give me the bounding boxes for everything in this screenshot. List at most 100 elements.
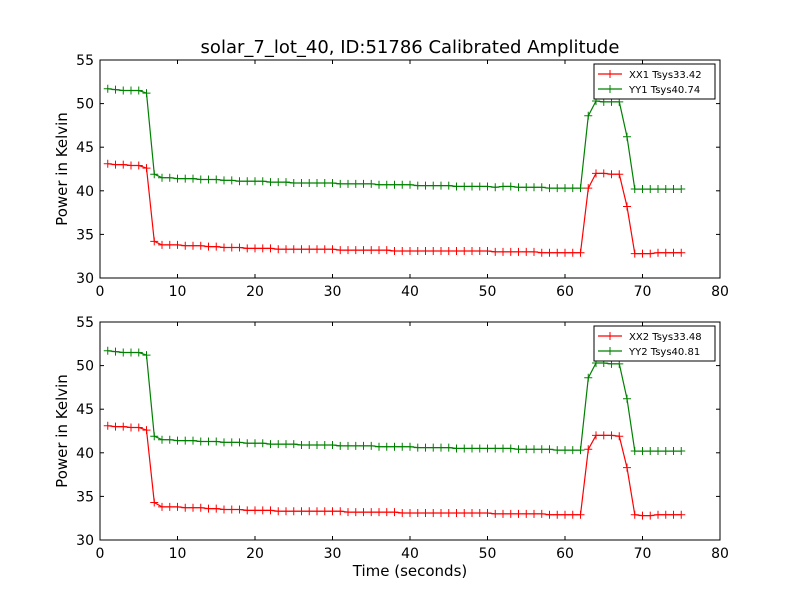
data-point [150, 432, 159, 441]
legend-entry: YY1 Tsys40.74 [628, 85, 700, 96]
data-point [158, 173, 166, 182]
data-point [677, 447, 686, 456]
data-point [289, 507, 298, 516]
data-point [677, 248, 686, 257]
data-point [359, 246, 368, 255]
y-tick-label: 35 [76, 227, 94, 243]
data-point [630, 249, 639, 258]
data-point [375, 442, 383, 451]
data-point [196, 437, 205, 446]
data-point [220, 176, 228, 185]
x-tick-label: 20 [246, 546, 264, 562]
data-point [522, 247, 531, 256]
data-point [398, 246, 407, 255]
data-point [111, 160, 120, 169]
data-point [235, 243, 244, 252]
data-point [220, 243, 228, 252]
data-point [390, 508, 399, 517]
data-point [584, 111, 593, 120]
data-point [646, 511, 655, 520]
data-point [545, 184, 554, 193]
data-point [150, 170, 159, 179]
data-point [468, 444, 476, 453]
data-point [320, 440, 329, 449]
data-point [413, 181, 422, 190]
data-point [669, 185, 678, 194]
data-point [468, 246, 476, 255]
data-point [545, 248, 554, 257]
legend-box [593, 63, 716, 100]
data-point [251, 506, 259, 515]
data-point [266, 506, 275, 515]
data-point [499, 509, 507, 518]
data-point [297, 507, 306, 516]
data-point [623, 394, 631, 403]
data-point [235, 177, 244, 186]
y-tick-label: 30 [76, 271, 94, 287]
data-point [336, 441, 345, 450]
data-point [158, 240, 166, 249]
x-tick-label: 0 [96, 284, 105, 300]
legend-entry: XX1 Tsys33.42 [629, 70, 702, 81]
x-tick-label: 80 [711, 284, 729, 300]
data-point [646, 185, 655, 194]
data-point [344, 508, 352, 517]
data-point [561, 248, 569, 257]
data-point [134, 423, 143, 432]
data-point [367, 441, 376, 450]
data-point [204, 437, 213, 446]
data-point [220, 438, 228, 447]
data-point [375, 246, 383, 255]
data-point [266, 244, 275, 253]
data-point [553, 184, 562, 193]
data-point [630, 510, 639, 519]
data-point [537, 183, 546, 192]
data-point [607, 431, 616, 440]
data-point [654, 248, 662, 257]
data-point [220, 505, 228, 514]
data-point [375, 180, 383, 189]
x-tick-label: 30 [324, 284, 342, 300]
data-point [530, 445, 538, 454]
data-point [475, 182, 484, 191]
data-point [328, 178, 337, 187]
data-point [421, 508, 430, 517]
data-point [460, 508, 469, 517]
data-point [491, 444, 500, 453]
data-point [661, 185, 670, 194]
y-tick-label: 50 [76, 359, 94, 375]
data-point [630, 447, 639, 456]
data-point [638, 249, 647, 258]
data-point [165, 435, 174, 444]
data-point [320, 178, 329, 187]
data-point [282, 245, 290, 254]
data-point [537, 509, 546, 518]
data-point [483, 508, 492, 517]
data-point [429, 246, 438, 255]
legend-marker [606, 332, 614, 340]
data-point [599, 169, 608, 178]
data-point [305, 440, 314, 449]
data-point [615, 170, 624, 179]
data-point [266, 178, 275, 187]
data-point [196, 241, 205, 250]
data-point [282, 178, 290, 187]
data-point [654, 185, 662, 194]
data-point [584, 184, 593, 193]
data-point [468, 508, 476, 517]
data-point [623, 463, 631, 472]
data-point [258, 177, 267, 186]
x-tick-label: 70 [634, 546, 652, 562]
data-point [437, 508, 445, 517]
legend-entry: XX2 Tsys33.48 [629, 332, 702, 343]
data-point [351, 508, 360, 517]
data-point [661, 447, 670, 456]
data-point [530, 509, 538, 518]
data-point [661, 510, 670, 519]
y-tick-label: 45 [76, 402, 94, 418]
data-point [181, 241, 190, 250]
data-point [537, 445, 546, 454]
data-point [452, 182, 461, 191]
data-point [545, 445, 554, 454]
data-point [344, 441, 352, 450]
